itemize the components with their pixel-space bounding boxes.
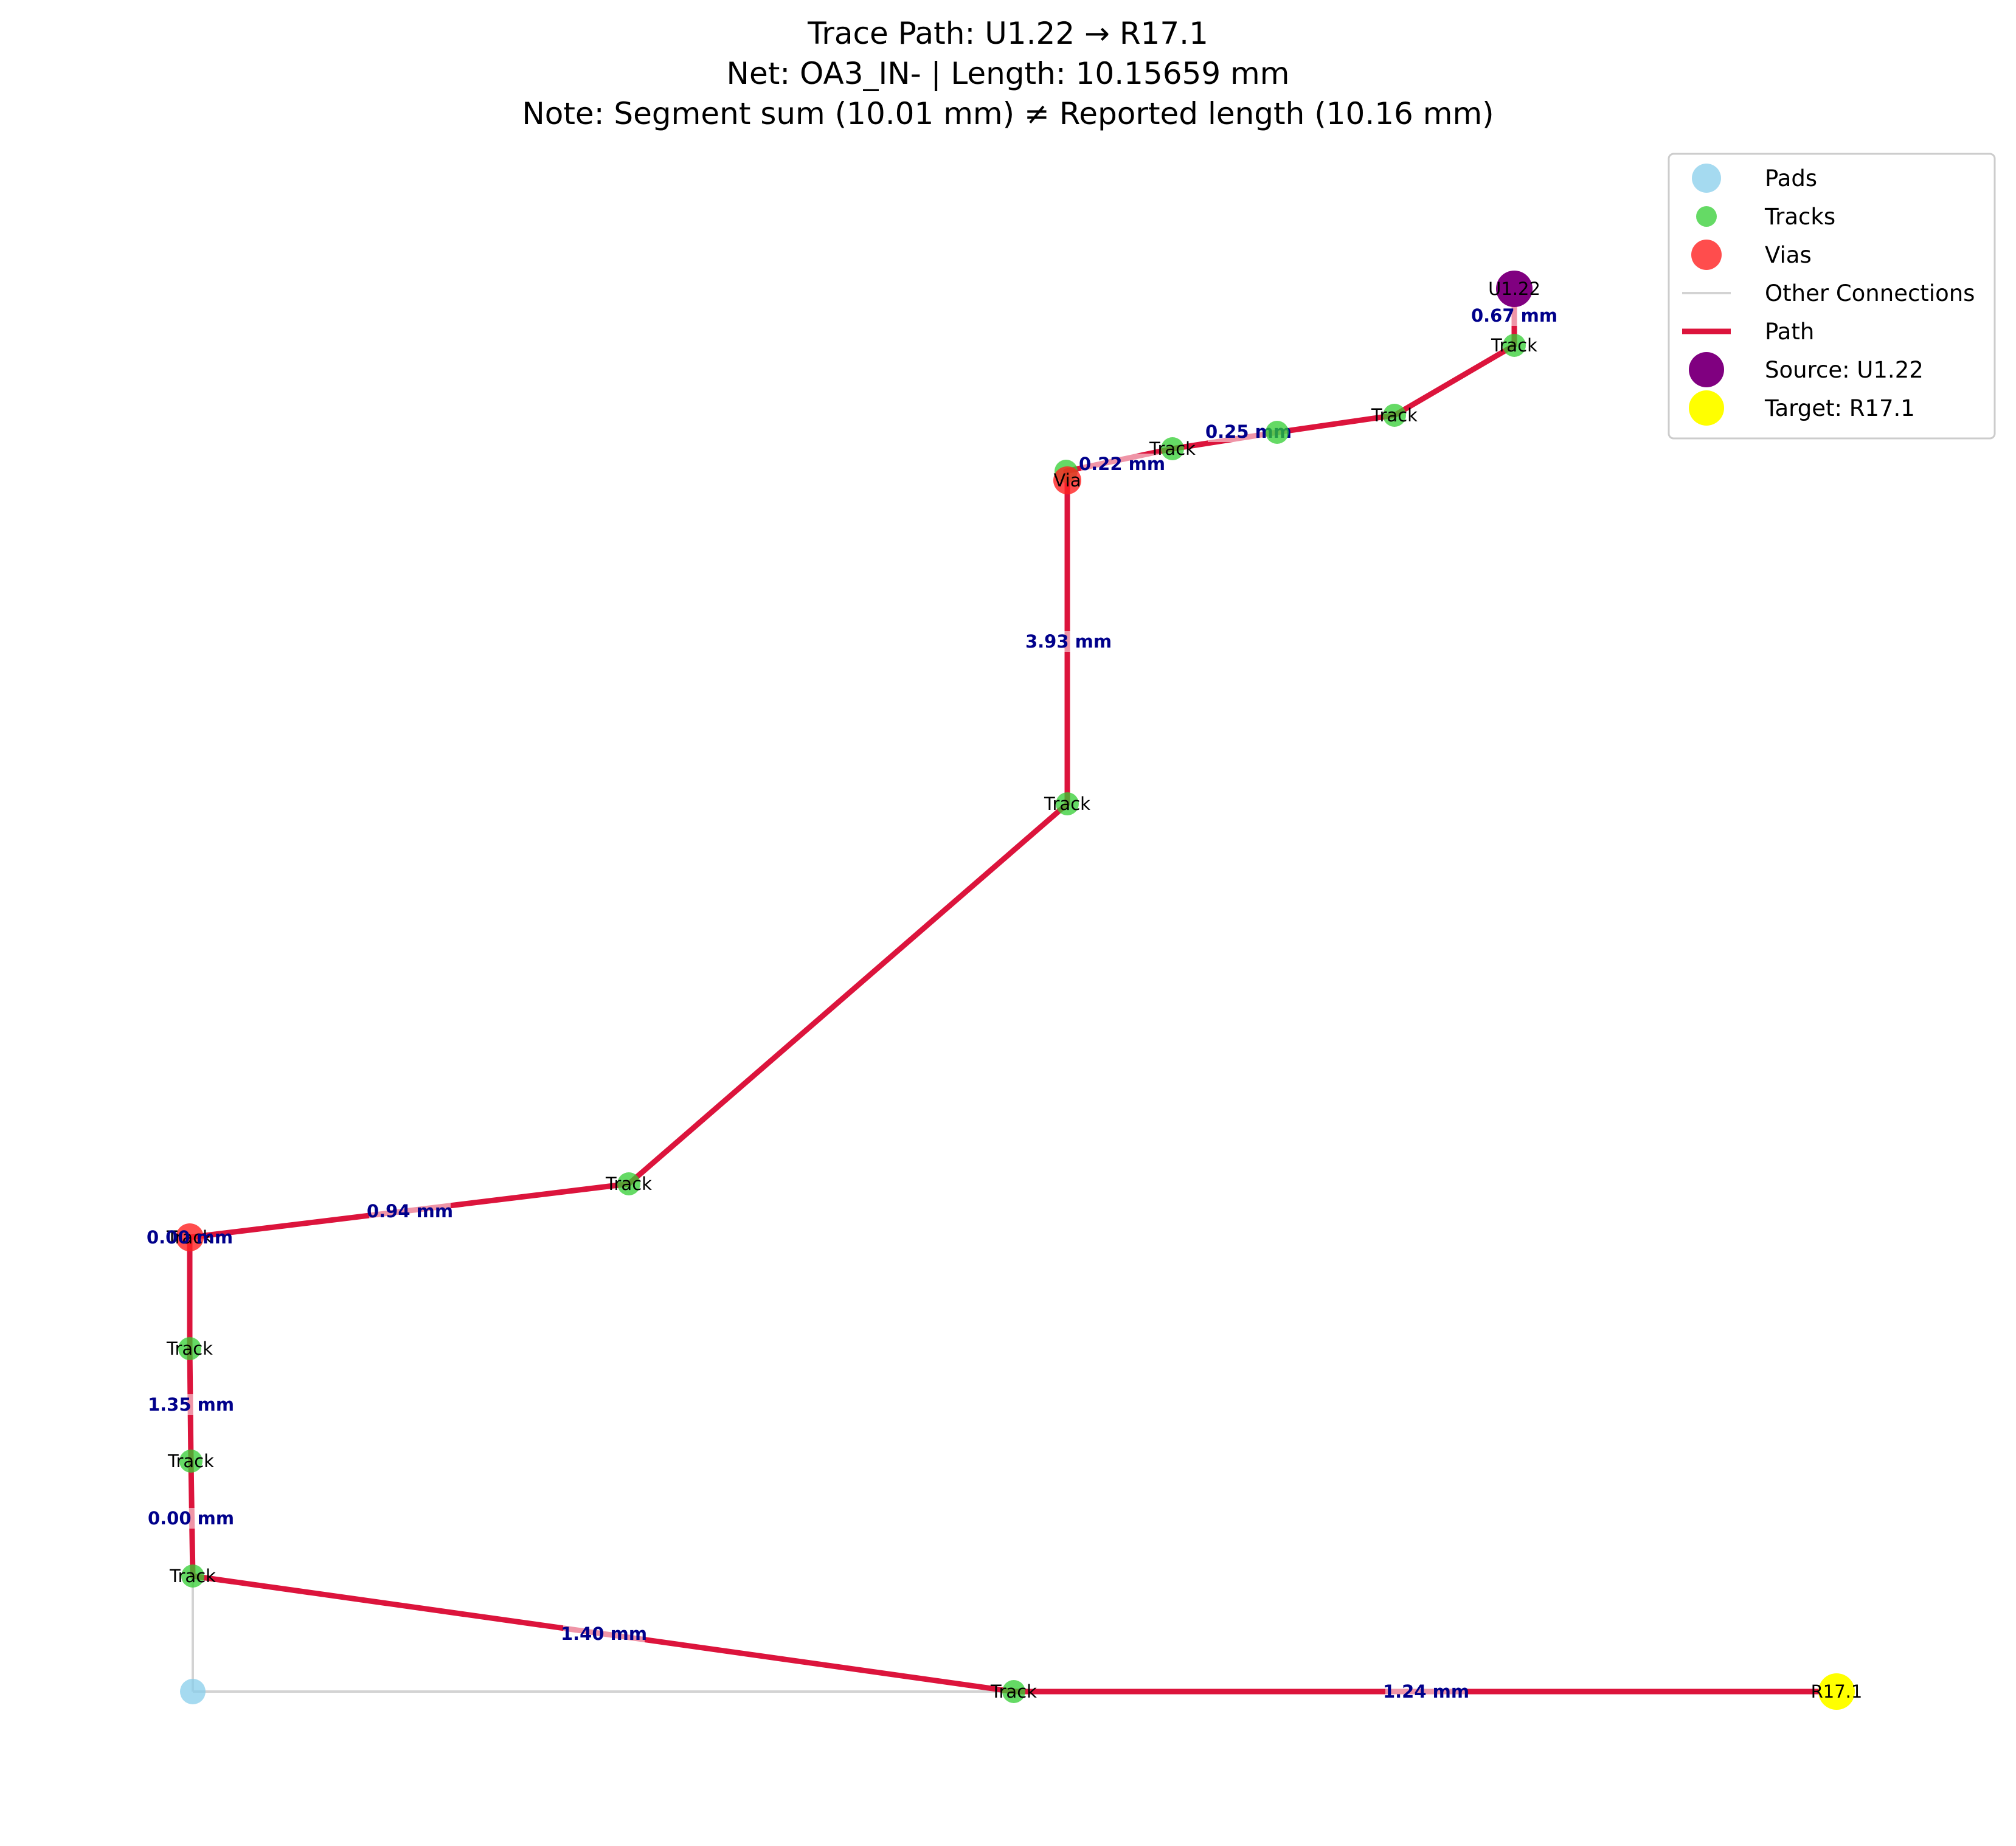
track-node-t10 [1002,1680,1025,1703]
edge-label-bg-14 [1385,1681,1467,1702]
track-node-t9 [181,1564,204,1588]
title-line-2: Net: OA3_IN- | Length: 10.15659 mm [726,56,1290,91]
node-label-t9: Track [169,1566,216,1586]
legend-swatch-tracks [1696,206,1717,227]
legend-label-tracks: Tracks [1764,204,1835,230]
node-label-t1: Track [1491,335,1537,356]
path-segment-2 [1391,342,1517,418]
node-label-v1: Via [1053,470,1081,491]
track-node-t1 [1503,334,1526,357]
edge-label-bg-12 [150,1508,232,1529]
legend-label-path: Path [1765,319,1814,345]
track-node-t7 [178,1337,201,1360]
edge-label-overlap: 0.00 mm [147,1227,233,1248]
legend-label-source: Source: U1.22 [1765,357,1924,383]
legend-label-other: Other Connections [1765,280,1975,306]
edge-label-9: 0.94 mm [367,1201,453,1222]
edge-label-14: 1.24 mm [1383,1681,1469,1702]
title-line-1: Trace Path: U1.22 → R17.1 [808,16,1208,51]
legend-label-pads: Pads [1765,165,1817,192]
legend-label-target: Target: R17.1 [1764,395,1915,421]
edge-label-13: 1.40 mm [561,1623,647,1644]
edge-labels: 0.67 mm0.25 mm0.22 mm3.93 mm0.94 mm1.35 … [148,305,1557,1702]
node-label-t5: Track [1044,793,1090,814]
path-segment-8 [626,801,1070,1187]
node-label-t10: Track [990,1681,1037,1702]
node-label-t8: Track [167,1451,214,1471]
path-edges [187,286,1840,1695]
legend-swatch-pads [1692,164,1721,193]
legend-swatch-source [1689,352,1724,387]
node-label-t6: Track [605,1174,652,1194]
edge-label-bg-6 [1081,454,1163,474]
legend-swatch-vias [1691,240,1722,270]
edge-label-1: 0.67 mm [1471,305,1557,326]
track-node-t6 [617,1172,640,1195]
legend-frame [1668,153,1996,440]
edge-label-11: 1.35 mm [148,1394,234,1415]
edge-label-bg-13 [563,1623,645,1644]
track-node-t5 [1056,792,1079,815]
title-line-3: Note: Segment sum (10.01 mm) ≠ Reported … [522,96,1494,131]
edge-label-7: 3.93 mm [1025,631,1112,652]
node-label-t7: Track [166,1338,213,1359]
track-node-t3 [1266,421,1289,444]
node-label-t4: Track [1149,438,1196,459]
node-label-t2: Track [1371,405,1418,426]
via-node-v2 [176,1223,204,1251]
track-node-t8 [179,1450,203,1473]
legend: Pads Tracks Vias Other Connections Path Sourc… [1668,153,1996,440]
via-node-v1 [1053,466,1081,494]
pad-node-pad [180,1679,206,1704]
track-node-t4 [1161,437,1184,460]
nodes [176,271,1855,1710]
edge-label-bg-1 [1474,305,1555,326]
node-label-r17: R17.1 [1811,1681,1863,1702]
source-node-u1 [1496,271,1533,307]
node-label-v2: Track [166,1227,213,1248]
edge-label-bg-9 [369,1201,451,1222]
legend-swatch-target [1689,390,1724,426]
other-connections [192,1576,1014,1693]
node-labels: U1.22 Track Track Track Via Track Track Track Tr… [147,278,1862,1702]
chart-title: Trace Path: U1.22 → R17.1 Net: OA3_IN- |… [0,13,2016,134]
target-node-r17 [1818,1673,1855,1710]
path-segment-3 [1274,412,1398,435]
edge-label-12: 0.00 mm [148,1508,234,1529]
edge-label-6: 0.22 mm [1079,454,1165,474]
track-node-t2 [1383,404,1406,427]
edge-label-bg-7 [1028,631,1109,652]
legend-label-vias: Vias [1765,242,1812,268]
node-label-u1: U1.22 [1488,278,1540,299]
edge-label-bg-11 [150,1394,232,1415]
